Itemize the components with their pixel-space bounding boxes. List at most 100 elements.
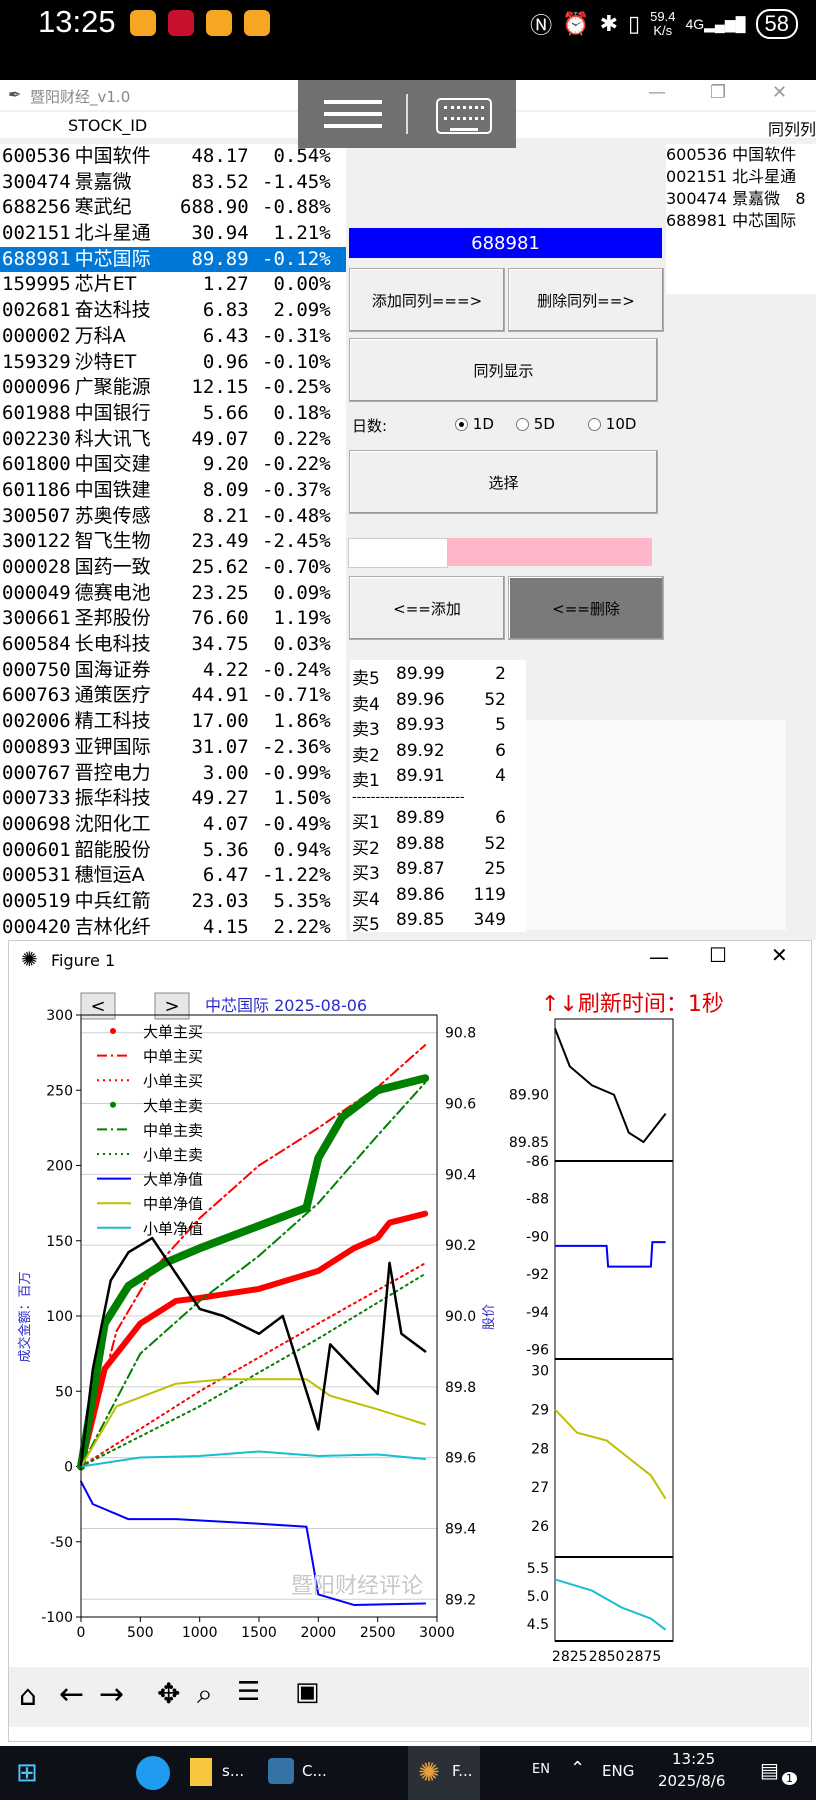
fig-minimize-button[interactable]: — bbox=[649, 945, 669, 969]
code-entry[interactable] bbox=[348, 538, 448, 568]
ask-row: 卖2 bbox=[352, 745, 380, 766]
stock-row[interactable]: 688981 中芯国际 89.89 -0.12% bbox=[0, 246, 346, 273]
add-button[interactable]: <==添加 bbox=[349, 576, 505, 640]
stock-row[interactable]: 002151 北斗星通 30.94 1.21% bbox=[2, 222, 331, 245]
peer-row[interactable]: 688981 中芯国际 bbox=[666, 211, 797, 230]
radio-1d[interactable]: 1D bbox=[455, 415, 494, 433]
stock-row[interactable]: 000531 穗恒运A 6.47 -1.22% bbox=[2, 864, 331, 887]
stock-row[interactable]: 159329 沙特ET 0.96 -0.10% bbox=[2, 350, 331, 373]
peer-listbox[interactable]: 600536 中国软件 002151 北斗星通 300474 景嘉微 8 688981… bbox=[666, 144, 816, 294]
maximize-button[interactable]: ❐ bbox=[710, 82, 727, 103]
stock-row[interactable]: 600536 中国软件 48.17 0.54% bbox=[2, 145, 331, 167]
fig-close-button[interactable]: ✕ bbox=[771, 943, 788, 967]
window-title: 暨阳财经_v1.0 bbox=[30, 88, 131, 106]
language-indicator[interactable]: ENG bbox=[602, 1762, 635, 1780]
app-icon-3 bbox=[206, 10, 232, 36]
stock-row[interactable]: 159995 芯片ET 1.27 0.00% bbox=[2, 273, 331, 296]
stock-row[interactable]: 000733 振华科技 49.27 1.50% bbox=[2, 787, 331, 810]
subplot-x-tick-label: 2850 bbox=[589, 1649, 625, 1665]
stock-row[interactable]: 000049 德赛电池 23.25 0.09% bbox=[2, 581, 331, 604]
subplot-line bbox=[554, 1578, 667, 1631]
menu-icon[interactable] bbox=[324, 96, 382, 132]
add-peer-button[interactable]: 添加同列===> bbox=[349, 268, 505, 332]
minimize-button[interactable]: — bbox=[648, 82, 666, 103]
y-tick-label: 50 bbox=[55, 1384, 73, 1400]
app-icon-1 bbox=[130, 10, 156, 36]
y-tick-label: 150 bbox=[46, 1234, 73, 1250]
stock-row[interactable]: 000519 中兵红箭 23.03 5.35% bbox=[2, 889, 331, 912]
python-icon[interactable] bbox=[268, 1758, 294, 1784]
stock-row[interactable]: 002681 奋达科技 6.83 2.09% bbox=[2, 299, 331, 322]
save-icon[interactable]: ▣ bbox=[295, 1677, 320, 1707]
watermark: 暨阳财经评论 bbox=[291, 1574, 423, 1599]
taskbar-item-3[interactable]: F... bbox=[452, 1762, 473, 1780]
stock-row[interactable]: 688256 寒武纪 688.90 -0.88% bbox=[2, 196, 331, 219]
close-button[interactable]: ✕ bbox=[772, 82, 788, 103]
bid-row: 买1 bbox=[352, 813, 380, 833]
taskbar-date[interactable]: 2025/8/6 bbox=[658, 1772, 726, 1790]
stock-row[interactable]: 002230 科大讯飞 49.07 0.22% bbox=[2, 427, 331, 450]
stock-row[interactable]: 601186 中国铁建 8.09 -0.37% bbox=[2, 478, 331, 501]
vibrate-icon: ▯ bbox=[628, 11, 641, 36]
notification-icon[interactable]: ▤ bbox=[760, 1758, 779, 1782]
peer-row[interactable]: 600536 中国软件 bbox=[666, 145, 797, 164]
stock-listbox[interactable]: 600536 中国软件 48.17 0.54% 300474 景嘉微 83.52 -1.45%… bbox=[0, 144, 346, 944]
show-peer-button[interactable]: 同列显示 bbox=[349, 338, 658, 402]
stock-row[interactable]: 000750 国海证券 4.22 -0.24% bbox=[2, 658, 331, 681]
stock-row[interactable]: 601800 中国交建 9.20 -0.22% bbox=[2, 453, 331, 476]
start-icon[interactable]: ⊞ bbox=[16, 1758, 38, 1788]
select-button[interactable]: 选择 bbox=[349, 450, 658, 514]
series-line-小单主买 bbox=[80, 1262, 427, 1468]
stock-row[interactable]: 000002 万科A 6.43 -0.31% bbox=[2, 324, 331, 347]
x-tick-label: 3000 bbox=[419, 1625, 455, 1641]
stock-row[interactable]: 002006 精工科技 17.00 1.86% bbox=[2, 710, 331, 733]
keyboard-icon[interactable] bbox=[436, 98, 492, 134]
taskbar-item-1[interactable]: s... bbox=[222, 1762, 245, 1780]
delete-peer-button[interactable]: 删除同列==> bbox=[508, 268, 664, 332]
zoom-icon[interactable]: ⌕ bbox=[197, 1677, 213, 1710]
stock-row[interactable]: 000893 亚钾国际 31.07 -2.36% bbox=[2, 735, 331, 758]
y2-tick-label: 89.6 bbox=[445, 1451, 476, 1467]
stock-row[interactable]: 000096 广聚能源 12.15 -0.25% bbox=[2, 376, 331, 399]
edge-icon[interactable] bbox=[136, 1756, 170, 1790]
radio-10d[interactable]: 10D bbox=[588, 415, 636, 433]
stock-row[interactable]: 300507 苏奥传感 8.21 -0.48% bbox=[2, 504, 331, 527]
stock-row[interactable]: 300122 智飞生物 23.49 -2.45% bbox=[2, 530, 331, 553]
peer-row[interactable]: 300474 景嘉微 8 bbox=[666, 189, 806, 208]
chevron-up-icon[interactable]: ⌃ bbox=[570, 1758, 586, 1779]
stock-row[interactable]: 000028 国药一致 25.62 -0.70% bbox=[2, 556, 331, 578]
selected-code-display: 688981 bbox=[349, 228, 662, 258]
stock-row[interactable]: 601988 中国银行 5.66 0.18% bbox=[2, 401, 331, 424]
back-arrow-icon[interactable]: ← bbox=[59, 1677, 85, 1712]
stock-row[interactable]: 600584 长电科技 34.75 0.03% bbox=[2, 633, 331, 656]
fig-maximize-button[interactable]: ☐ bbox=[709, 943, 727, 967]
stock-row[interactable]: 300474 景嘉微 83.52 -1.45% bbox=[2, 170, 331, 193]
stock-row[interactable]: 600763 通策医疗 44.91 -0.71% bbox=[2, 684, 331, 707]
taskbar-item-2[interactable]: C... bbox=[302, 1762, 327, 1780]
radio-5d[interactable]: 5D bbox=[516, 415, 555, 433]
peer-row[interactable]: 002151 北斗星通 bbox=[666, 167, 797, 186]
delete-button[interactable]: <==删除 bbox=[508, 576, 664, 640]
subplot-tick-label: 30 bbox=[531, 1364, 549, 1380]
pan-icon[interactable]: ✥ bbox=[157, 1677, 181, 1710]
home-icon[interactable]: ⌂ bbox=[19, 1679, 37, 1712]
stock-row[interactable]: 000601 韶能股份 5.36 0.94% bbox=[2, 838, 331, 861]
folder-icon[interactable] bbox=[190, 1758, 212, 1786]
x-tick-label: 500 bbox=[127, 1625, 154, 1641]
configure-icon[interactable]: ☰ bbox=[237, 1677, 261, 1707]
alarm-icon: ⏰ bbox=[562, 11, 590, 36]
ime-indicator[interactable]: EN bbox=[532, 1762, 550, 1777]
stock-row[interactable]: 000698 沈阳化工 4.07 -0.49% bbox=[2, 812, 331, 835]
taskbar-time[interactable]: 13:25 bbox=[672, 1750, 716, 1768]
stock-row[interactable]: 000420 吉林化纤 4.15 2.22% bbox=[2, 915, 331, 938]
series-line-小单主卖 bbox=[80, 1272, 427, 1468]
stock-row[interactable]: 300661 圣邦股份 76.60 1.19% bbox=[2, 607, 331, 630]
series-line-大单主买 bbox=[78, 1210, 429, 1470]
refresh-label: ↑↓刷新时间：1秒 bbox=[541, 992, 724, 1017]
bid-row: 89.85 bbox=[396, 910, 445, 930]
forward-arrow-icon[interactable]: → bbox=[99, 1677, 125, 1712]
stock-row[interactable]: 000767 晋控电力 3.00 -0.99% bbox=[2, 761, 331, 784]
y2-tick-label: 89.4 bbox=[445, 1521, 476, 1537]
legend-entry: 大单净值 bbox=[143, 1171, 203, 1189]
figure-app-icon[interactable]: ✺ bbox=[418, 1758, 440, 1788]
